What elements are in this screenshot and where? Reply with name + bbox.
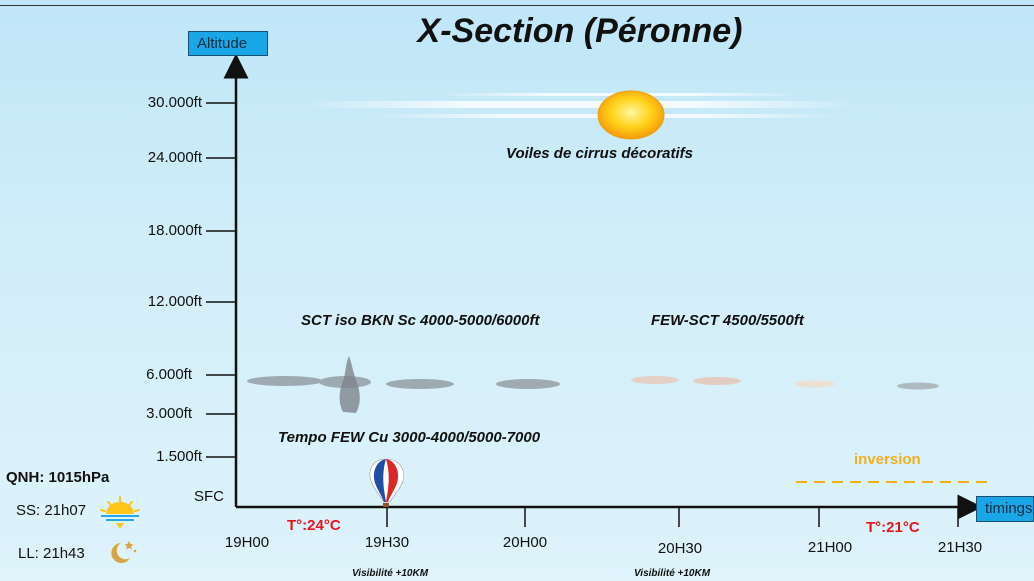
x-axis-label: timings	[976, 496, 1034, 522]
sun-icon	[597, 90, 665, 140]
y-tick-label: SFC	[194, 488, 224, 505]
cirrus-veil	[300, 93, 860, 118]
cirrus-label: Voiles de cirrus décoratifs	[506, 145, 694, 162]
moon-stars-icon	[111, 541, 137, 563]
x-tick-label: 20H00	[502, 534, 548, 551]
x-tick-label: 19H00	[224, 534, 270, 551]
x-tick-label: 21H30	[937, 539, 983, 556]
y-tick-marks	[206, 102, 236, 458]
qnh-value: QNH: 1015hPa	[6, 469, 110, 486]
y-axis-label: Altitude	[188, 31, 268, 56]
few-sct-clouds	[631, 376, 939, 390]
temperature-start: T°:24°C	[287, 517, 341, 534]
sunset-icon	[100, 496, 140, 529]
tempo-cloud-label: Tempo FEW Cu 3000-4000/5000-7000	[278, 429, 541, 446]
visibility-label: Visibilité +10KM	[634, 568, 711, 579]
stratocumulus-clouds	[247, 376, 560, 389]
sunset-time: SS: 21h07	[16, 502, 87, 519]
y-tick-label: 12.000ft	[147, 293, 202, 310]
y-tick-label: 30.000ft	[147, 94, 202, 111]
temperature-end: T°:21°C	[866, 519, 920, 536]
x-tick-label: 20H30	[657, 540, 703, 557]
visibility-label: Visibilité +10KM	[352, 568, 429, 579]
sct-cloud-label: SCT iso BKN Sc 4000-5000/6000ft	[301, 312, 540, 329]
y-tick-label: 6.000ft	[146, 366, 192, 383]
y-tick-label: 24.000ft	[147, 149, 202, 166]
moonrise-time: LL: 21h43	[18, 545, 85, 562]
x-tick-marks	[386, 507, 959, 527]
few-sct-cloud-label: FEW-SCT 4500/5500ft	[651, 312, 804, 329]
top-border	[0, 5, 1034, 6]
hot-air-balloon-icon	[369, 458, 405, 507]
y-tick-label: 18.000ft	[147, 222, 202, 239]
y-tick-label: 3.000ft	[146, 405, 192, 422]
y-tick-label: 1.500ft	[156, 448, 202, 465]
page-title: X-Section (Péronne)	[417, 12, 743, 50]
x-tick-label: 21H00	[807, 539, 853, 556]
x-tick-label: 19H30	[364, 534, 410, 551]
inversion-label: inversion	[854, 451, 921, 468]
cumulus-tower	[339, 356, 360, 413]
